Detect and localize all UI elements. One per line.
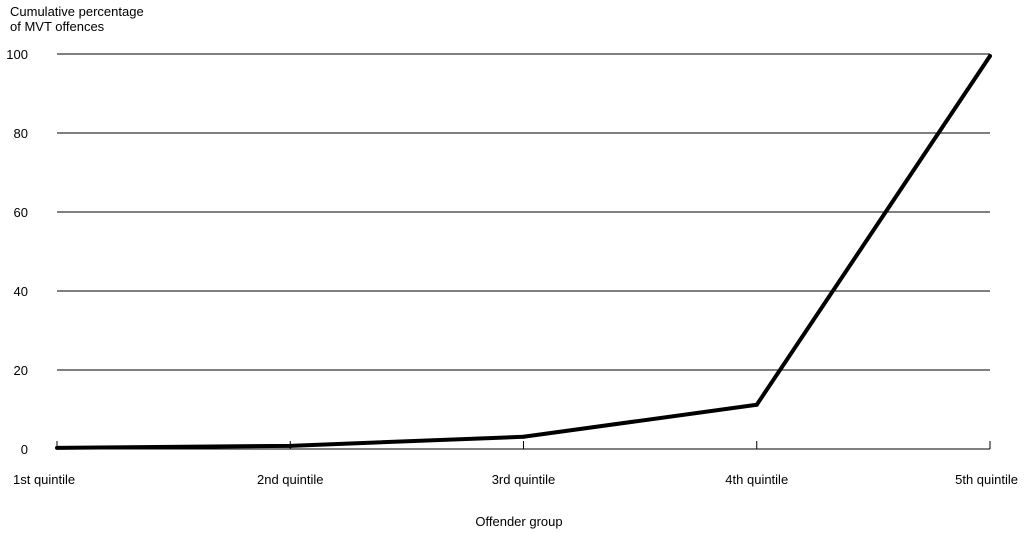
data-point (988, 53, 992, 58)
x-tick-label: 5th quintile (955, 472, 1018, 487)
y-tick-labels: 0 20 40 60 80 100 (6, 47, 28, 457)
data-point (754, 402, 759, 407)
x-axis-title: Offender group (475, 514, 562, 529)
y-axis-title-line-1: Cumulative percentage (10, 4, 144, 19)
data-point (521, 434, 526, 439)
data-point (55, 445, 59, 450)
data-point (288, 443, 293, 448)
y-tick-label: 40 (14, 284, 28, 299)
gridlines (57, 53, 990, 371)
x-ticks: 1st quintile 2nd quintile 3rd quintile 4th … (13, 441, 1018, 487)
x-tick-label: 3rd quintile (492, 472, 556, 487)
series-line (56, 54, 992, 450)
y-tick-label: 20 (14, 363, 28, 378)
x-tick-label: 4th quintile (725, 472, 788, 487)
y-axis-title-line-2: of MVT offences (10, 19, 105, 34)
x-tick-label: 2nd quintile (257, 472, 324, 487)
y-tick-label: 100 (6, 47, 28, 62)
x-tick-label: 1st quintile (13, 472, 75, 487)
y-tick-label: 60 (14, 205, 28, 220)
y-tick-label: 80 (14, 126, 28, 141)
series-group (55, 53, 992, 450)
y-tick-label: 0 (21, 442, 28, 457)
